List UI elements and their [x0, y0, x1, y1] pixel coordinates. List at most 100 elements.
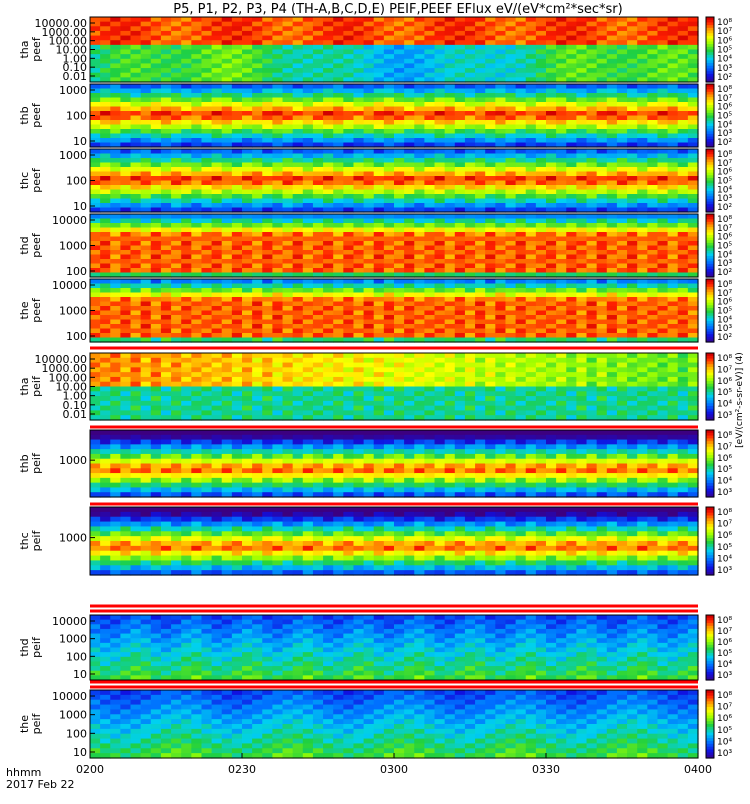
heatmap-cell: [424, 138, 435, 143]
heatmap-cell: [333, 293, 344, 298]
heatmap-cell: [262, 353, 273, 358]
heatmap-cell: [100, 176, 111, 181]
heatmap-cell: [637, 31, 648, 36]
heatmap-cell: [181, 45, 192, 50]
colorbar-tha-peef: [706, 17, 714, 83]
heatmap-cell: [566, 31, 577, 36]
heatmap-cell: [262, 89, 273, 94]
heatmap-cell: [272, 396, 283, 401]
heatmap-cell: [303, 372, 314, 377]
heatmap-cell: [546, 237, 557, 242]
heatmap-cell: [455, 93, 466, 98]
heatmap-cell: [536, 26, 547, 31]
heatmap-cell: [232, 358, 243, 363]
heatmap-cell: [657, 167, 668, 172]
heatmap-cell: [647, 306, 658, 311]
heatmap-cell: [212, 138, 223, 143]
heatmap-cell: [181, 293, 192, 298]
heatmap-cell: [546, 268, 557, 273]
heatmap-cell: [323, 223, 334, 228]
heatmap-cell: [293, 199, 304, 204]
heatmap-cell: [131, 333, 142, 338]
heatmap-cell: [252, 190, 263, 195]
heatmap-cell: [424, 214, 435, 219]
heatmap-cell: [424, 382, 435, 387]
heatmap-cell: [647, 36, 658, 41]
heatmap-cell: [151, 93, 162, 98]
heatmap-cell: [272, 17, 283, 22]
heatmap-cell: [455, 406, 466, 411]
heatmap-cell: [262, 223, 273, 228]
heatmap-cell: [485, 377, 496, 382]
heatmap-cell: [303, 199, 314, 204]
heatmap-cell: [252, 73, 263, 78]
heatmap-cell: [424, 237, 435, 242]
heatmap-cell: [283, 138, 294, 143]
heatmap-cell: [516, 241, 527, 246]
heatmap-cell: [617, 315, 628, 320]
heatmap-cell: [536, 194, 547, 199]
heatmap-cell: [100, 98, 111, 103]
heatmap-cell: [171, 311, 182, 316]
heatmap-cell: [313, 306, 324, 311]
heatmap-cell: [100, 255, 111, 260]
heatmap-cell: [404, 401, 415, 406]
heatmap-cell: [394, 158, 405, 163]
heatmap-cell: [171, 84, 182, 89]
heatmap-cell: [303, 36, 314, 41]
heatmap-cell: [546, 259, 557, 264]
heatmap-cell: [495, 167, 506, 172]
heatmap-cell: [445, 315, 456, 320]
heatmap-cell: [141, 237, 152, 242]
heatmap-cell: [151, 387, 162, 392]
heatmap-cell: [181, 73, 192, 78]
heatmap-cell: [272, 167, 283, 172]
heatmap-cell: [435, 31, 446, 36]
heatmap-cell: [120, 387, 131, 392]
heatmap-cell: [313, 311, 324, 316]
heatmap-cell: [343, 203, 354, 208]
heatmap-cell: [191, 138, 202, 143]
heatmap-cell: [374, 134, 385, 139]
heatmap-cell: [435, 17, 446, 22]
heatmap-cell: [364, 172, 375, 177]
heatmap-cell: [505, 223, 516, 228]
heatmap-cell: [333, 120, 344, 125]
heatmap-cell: [120, 358, 131, 363]
heatmap-cell: [505, 45, 516, 50]
heatmap-cell: [120, 396, 131, 401]
heatmap-cell: [222, 129, 233, 134]
heatmap-cell: [303, 297, 314, 302]
heatmap-cell: [587, 228, 598, 233]
heatmap-cell: [637, 134, 648, 139]
heatmap-cell: [232, 176, 243, 181]
heatmap-cell: [495, 158, 506, 163]
heatmap-cell: [495, 181, 506, 186]
heatmap-cell: [587, 324, 598, 329]
heatmap-cell: [364, 116, 375, 121]
heatmap-cell: [414, 116, 425, 121]
heatmap-cell: [394, 333, 405, 338]
heatmap-cell: [414, 315, 425, 320]
heatmap-cell: [374, 401, 385, 406]
heatmap-cell: [212, 54, 223, 59]
heatmap-cell: [293, 241, 304, 246]
heatmap-cell: [455, 54, 466, 59]
heatmap-cell: [384, 203, 395, 208]
heatmap-cell: [424, 107, 435, 112]
heatmap-cell: [668, 259, 679, 264]
heatmap-cell: [131, 172, 142, 177]
heatmap-cell: [435, 367, 446, 372]
heatmap-cell: [151, 268, 162, 273]
heatmap-cell: [597, 36, 608, 41]
heatmap-cell: [404, 382, 415, 387]
heatmap-cell: [343, 306, 354, 311]
heatmap-cell: [384, 149, 395, 154]
heatmap-cell: [333, 367, 344, 372]
heatmap-cell: [445, 382, 456, 387]
heatmap-cell: [404, 138, 415, 143]
heatmap-cell: [283, 396, 294, 401]
heatmap-cell: [516, 259, 527, 264]
heatmap-cell: [637, 199, 648, 204]
heatmap-cell: [353, 246, 364, 251]
